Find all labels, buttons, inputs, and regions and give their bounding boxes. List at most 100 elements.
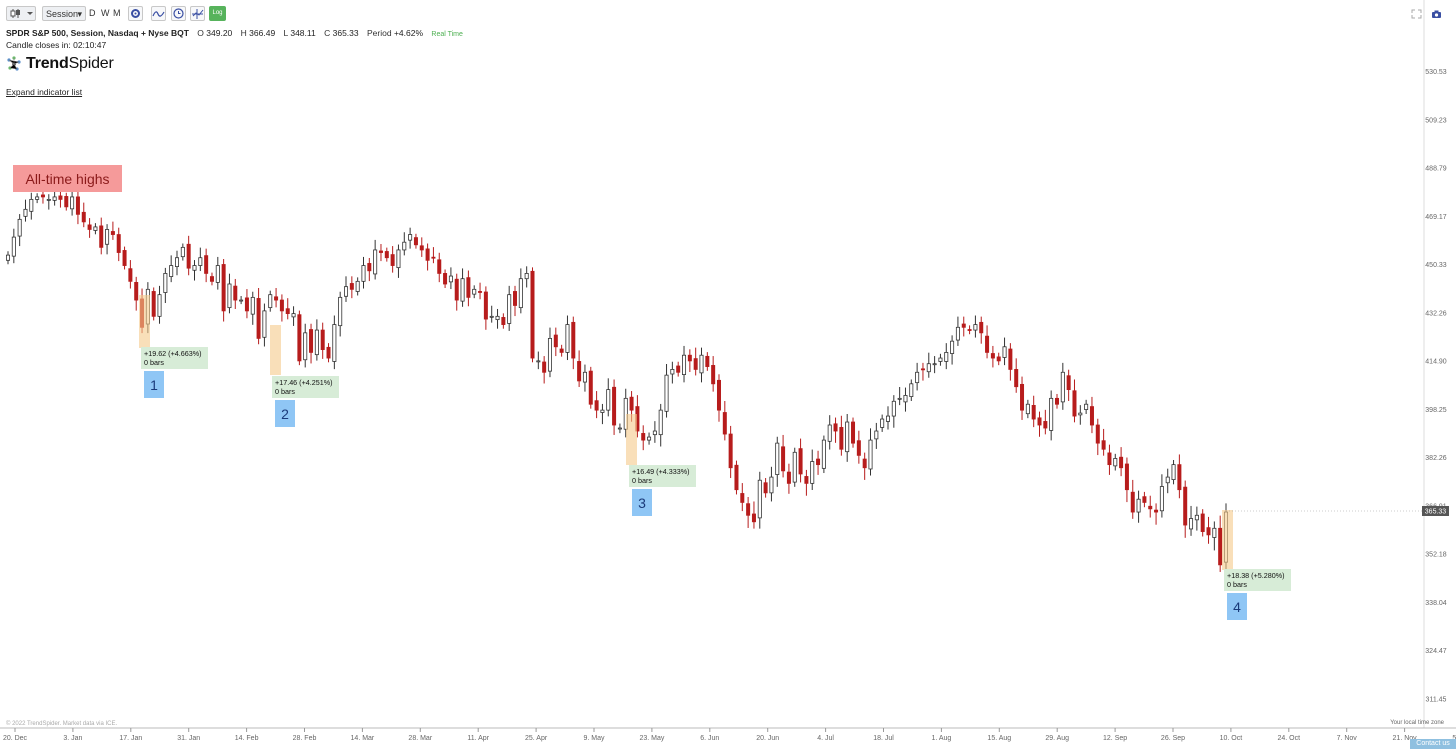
- candle-body: [1136, 498, 1141, 513]
- fullscreen-icon[interactable]: [1411, 9, 1422, 19]
- stat-box: [272, 376, 339, 398]
- candle-body: [565, 324, 570, 353]
- y-tick-label: 414.90: [1425, 359, 1447, 366]
- candle: [29, 192, 34, 220]
- candle-body: [763, 482, 768, 494]
- candle-body: [11, 236, 16, 257]
- candle-body: [1154, 509, 1159, 513]
- candle: [932, 356, 937, 374]
- candle: [874, 422, 879, 449]
- candle-body: [932, 363, 937, 366]
- candle: [157, 285, 162, 324]
- settings-button[interactable]: [128, 6, 143, 21]
- candle-body: [1095, 424, 1100, 444]
- candle-body: [355, 280, 360, 292]
- period-week-button[interactable]: W: [101, 8, 110, 18]
- clock-icon: [173, 8, 184, 19]
- candle: [5, 251, 11, 265]
- chart-type-dropdown[interactable]: [6, 6, 36, 21]
- candle-body: [1014, 369, 1019, 388]
- y-tick-label: 352.18: [1425, 552, 1447, 559]
- candle: [1054, 393, 1059, 409]
- candle: [64, 192, 69, 211]
- x-tick-label: 14. Feb: [235, 735, 259, 742]
- candle: [670, 361, 675, 384]
- ticker-title: SPDR S&P 500, Session, Nasdaq + Nyse BQT: [6, 28, 189, 38]
- candle-body: [408, 234, 413, 241]
- timezone-label[interactable]: Your local time zone: [1390, 720, 1444, 726]
- candle-body: [746, 503, 751, 516]
- rally-highlight: [1222, 510, 1233, 570]
- y-tick-label: 338.04: [1425, 600, 1447, 607]
- candle-body: [70, 196, 75, 210]
- log-scale-toggle[interactable]: Log: [209, 6, 226, 21]
- crosshair-icon: [192, 9, 204, 19]
- candle-body: [326, 346, 331, 359]
- period-month-button[interactable]: M: [113, 8, 121, 18]
- candle: [885, 406, 890, 430]
- candle-body: [378, 250, 383, 253]
- candle: [1142, 491, 1147, 508]
- candle: [192, 260, 197, 281]
- x-tick-label: 15. Aug: [987, 735, 1011, 742]
- period-day-button[interactable]: D: [89, 8, 96, 18]
- camera-icon[interactable]: [1431, 9, 1442, 19]
- candle: [373, 239, 378, 280]
- candle-body: [367, 263, 372, 272]
- candle: [425, 243, 430, 271]
- candle: [507, 285, 512, 331]
- candle: [46, 194, 51, 210]
- candle-body: [23, 208, 28, 217]
- candle: [985, 325, 990, 359]
- rally-annotation: +18.38 (+5.280%)0 bars 4: [1224, 569, 1291, 620]
- candle-body: [29, 198, 34, 212]
- candle: [338, 291, 343, 337]
- candle-body: [559, 348, 564, 353]
- session-dropdown[interactable]: Session ▾: [42, 6, 86, 21]
- y-tick-label: 311.45: [1426, 696, 1447, 703]
- candle-body: [274, 296, 279, 301]
- candle-body: [518, 278, 523, 309]
- candle: [955, 316, 960, 346]
- candle-body: [792, 451, 797, 483]
- candle-body: [483, 291, 488, 320]
- expand-indicator-link[interactable]: Expand indicator list: [6, 87, 83, 97]
- stat-change-text: +17.46 (+4.251%): [275, 378, 333, 387]
- x-tick-label: 20. Dec: [3, 735, 28, 742]
- candle: [623, 388, 628, 438]
- candle-body: [594, 400, 599, 411]
- candle-body: [1189, 518, 1194, 530]
- crosshair-button[interactable]: [190, 6, 205, 21]
- candle-body: [460, 278, 465, 302]
- candle: [448, 267, 453, 290]
- candle-body: [1200, 513, 1205, 532]
- candle-body: [75, 196, 80, 215]
- x-tick-label: 29. Aug: [1045, 735, 1069, 742]
- x-tick-label: 21. Nov: [1393, 735, 1418, 742]
- candle-body: [64, 196, 69, 208]
- candle-body: [623, 397, 628, 430]
- candle-body: [629, 396, 634, 411]
- candle-body: [1084, 403, 1089, 410]
- indicators-button[interactable]: [151, 6, 166, 21]
- candle: [582, 364, 587, 392]
- candle-body: [740, 493, 745, 503]
- candle-body: [105, 229, 110, 245]
- candle-body: [856, 440, 861, 456]
- candle-body: [1206, 527, 1211, 536]
- rally-annotation: +17.46 (+4.251%)0 bars 2: [272, 376, 339, 427]
- candle: [483, 286, 488, 330]
- stat-bars-text: 0 bars: [275, 387, 295, 396]
- candle: [495, 308, 500, 329]
- time-button[interactable]: [171, 6, 186, 21]
- contact-button[interactable]: Contact us: [1410, 739, 1456, 749]
- candle: [1148, 495, 1153, 518]
- candle-body: [233, 285, 238, 301]
- candle: [1078, 405, 1083, 425]
- candle: [775, 436, 780, 487]
- candle: [542, 356, 547, 384]
- candle-body: [920, 368, 925, 371]
- candle: [233, 278, 238, 309]
- candle-body: [1101, 440, 1106, 450]
